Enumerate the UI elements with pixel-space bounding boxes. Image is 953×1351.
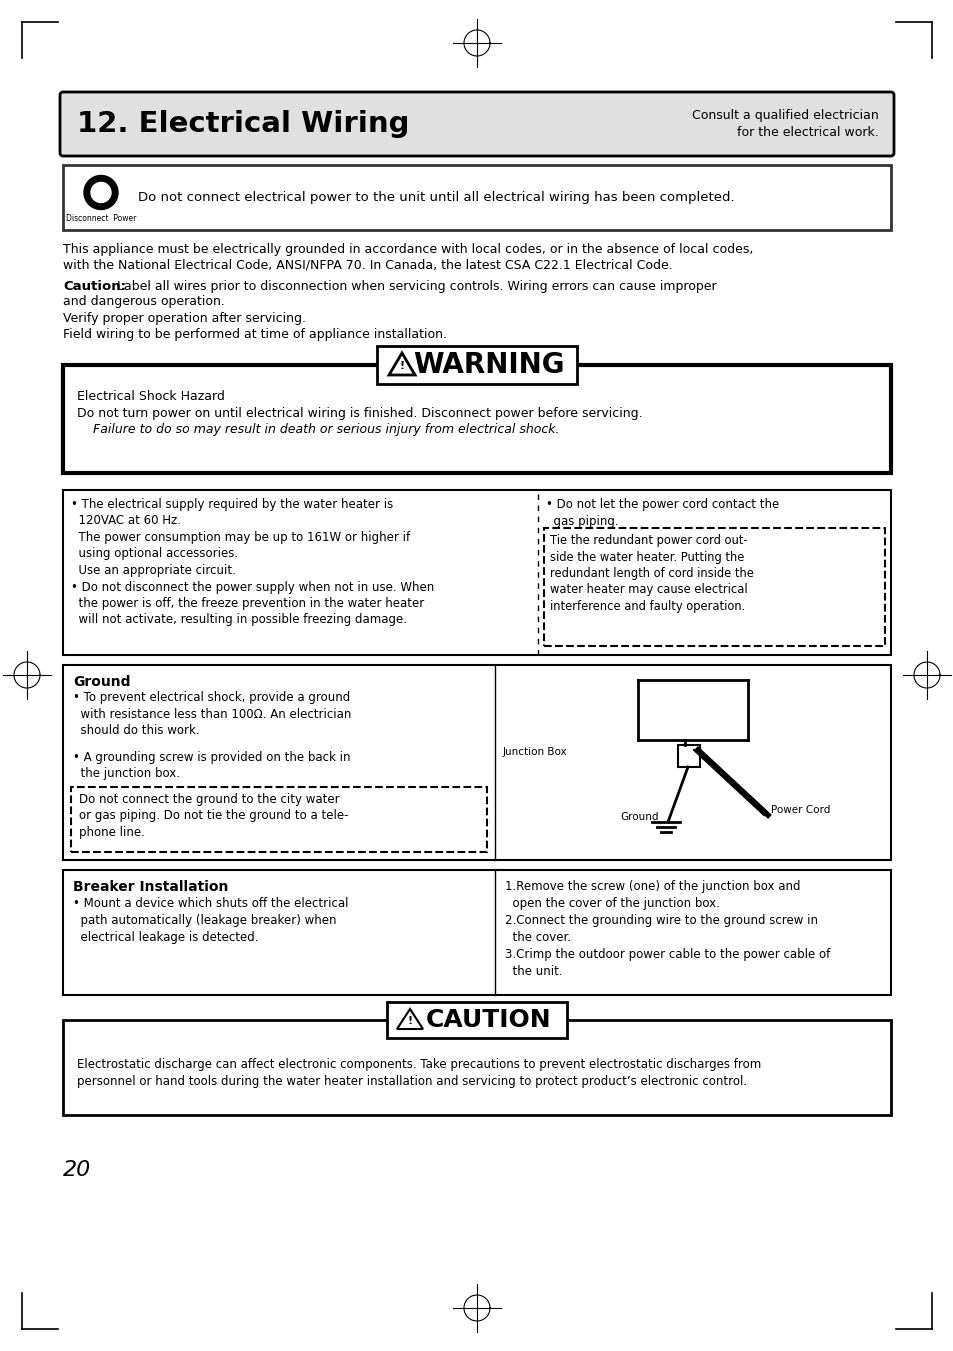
Bar [63,665,890,861]
Bar [63,870,890,994]
Text: and dangerous operation.: and dangerous operation. [63,295,225,308]
Text: 20: 20 [63,1161,91,1179]
Text: !: ! [407,1016,412,1025]
Text: Junction Box: Junction Box [502,747,567,757]
Bar [63,365,890,473]
Text: This appliance must be electrically grounded in accordance with local codes, or : This appliance must be electrically grou… [63,243,753,255]
Text: CAUTION: CAUTION [426,1008,551,1032]
Bar [63,165,890,230]
Text: Consult a qualified electrician: Consult a qualified electrician [692,108,878,122]
Text: Disconnect  Power: Disconnect Power [66,213,136,223]
Text: • The electrical supply required by the water heater is
  120VAC at 60 Hz.
  The: • The electrical supply required by the … [71,499,434,627]
Text: with the National Electrical Code, ANSI/NFPA 70. In Canada, the latest CSA C22.1: with the National Electrical Code, ANSI/… [63,258,672,272]
Text: • Do not let the power cord contact the
  gas piping.: • Do not let the power cord contact the … [545,499,779,527]
Bar [63,1020,890,1115]
FancyBboxPatch shape [60,92,893,155]
FancyBboxPatch shape [376,346,577,384]
Text: Field wiring to be performed at time of appliance installation.: Field wiring to be performed at time of … [63,328,447,340]
Text: Electrostatic discharge can affect electronic components. Take precautions to pr: Electrostatic discharge can affect elect… [77,1058,760,1088]
Text: • Mount a device which shuts off the electrical
  path automatically (leakage br: • Mount a device which shuts off the ele… [73,897,348,944]
Text: Do not connect electrical power to the unit until all electrical wiring has been: Do not connect electrical power to the u… [138,190,734,204]
Text: Ground: Ground [73,676,131,689]
Text: Failure to do so may result in death or serious injury from electrical shock.: Failure to do so may result in death or … [77,423,558,436]
Text: Power Cord: Power Cord [770,805,829,815]
Bar [678,744,700,767]
Text: for the electrical work.: for the electrical work. [737,127,878,139]
Text: !: ! [399,361,404,372]
Text: Tie the redundant power cord out-
side the water heater. Putting the
redundant l: Tie the redundant power cord out- side t… [550,534,753,613]
Text: • A grounding screw is provided on the back in
  the junction box.: • A grounding screw is provided on the b… [73,751,350,781]
Polygon shape [91,182,111,203]
Text: Label all wires prior to disconnection when servicing controls. Wiring errors ca: Label all wires prior to disconnection w… [112,280,716,293]
Text: Do not connect the ground to the city water
or gas piping. Do not tie the ground: Do not connect the ground to the city wa… [79,793,348,839]
Text: 1.Remove the screw (one) of the junction box and
  open the cover of the junctio: 1.Remove the screw (one) of the junction… [504,880,829,978]
Text: Caution:: Caution: [63,280,126,293]
Bar [71,788,486,852]
Text: Breaker Installation: Breaker Installation [73,880,228,894]
Text: WARNING: WARNING [413,351,564,380]
Text: Do not turn power on until electrical wiring is finished. Disconnect power befor: Do not turn power on until electrical wi… [77,407,642,420]
Text: Ground: Ground [619,812,658,821]
Text: Verify proper operation after servicing.: Verify proper operation after servicing. [63,312,306,326]
Text: 12. Electrical Wiring: 12. Electrical Wiring [77,109,409,138]
Text: • To prevent electrical shock, provide a ground
  with resistance less than 100Ω: • To prevent electrical shock, provide a… [73,690,351,738]
FancyBboxPatch shape [387,1002,566,1038]
Bar [63,490,890,655]
Polygon shape [84,176,118,209]
Bar [543,528,884,646]
Text: Electrical Shock Hazard: Electrical Shock Hazard [77,390,225,403]
